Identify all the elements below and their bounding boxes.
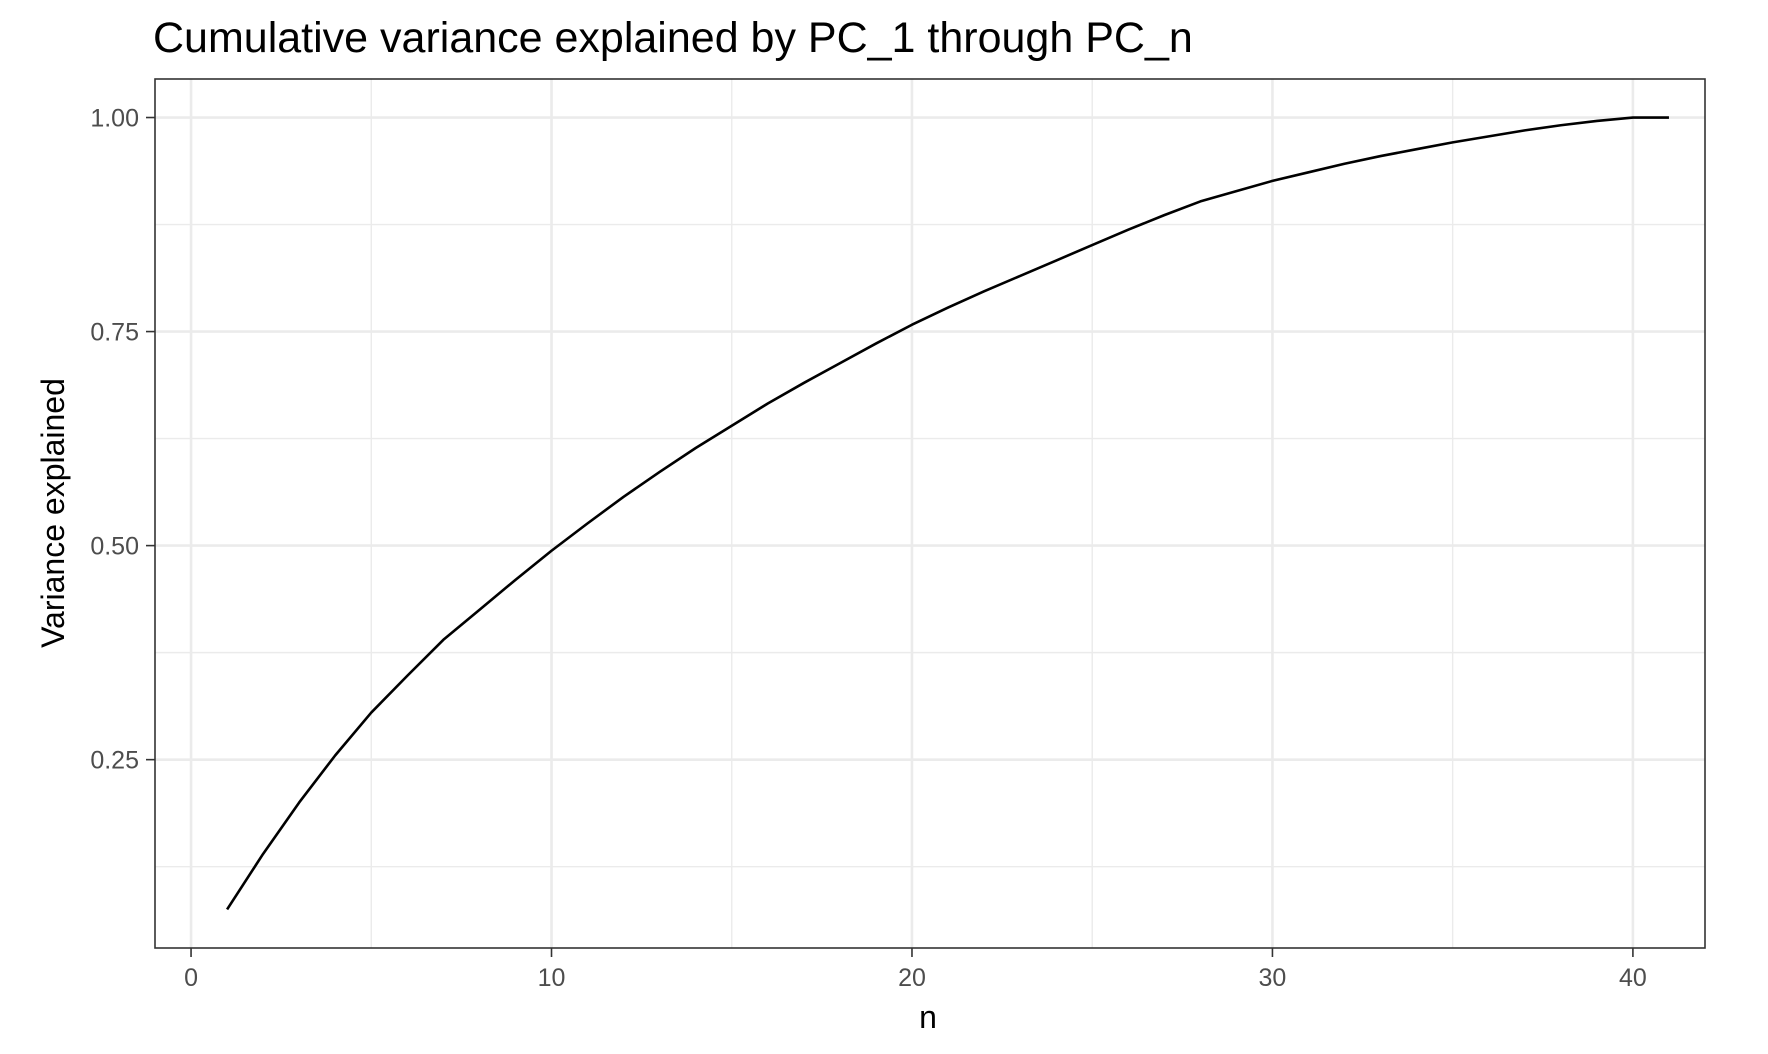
major-gridlines	[155, 79, 1705, 948]
y-axis-title: Variance explained	[35, 378, 71, 648]
y-tick-label: 0.75	[90, 319, 139, 347]
minor-gridlines	[155, 79, 1705, 948]
x-tick-label: 0	[184, 964, 198, 992]
y-tick-label: 0.25	[90, 747, 139, 775]
x-axis: 0 10 20 30 40	[184, 948, 1647, 992]
x-tick-label: 40	[1619, 964, 1647, 992]
plot-panel	[155, 79, 1705, 948]
x-axis-title: n	[919, 999, 937, 1035]
y-tick-label: 1.00	[90, 105, 139, 133]
series-line	[225, 116, 1669, 911]
y-axis: 0.25 0.50 0.75 1.00	[90, 105, 155, 775]
series-layer	[225, 116, 1669, 911]
chart-title: Cumulative variance explained by PC_1 th…	[153, 14, 1193, 62]
x-tick-label: 10	[538, 964, 566, 992]
x-tick-label: 20	[898, 964, 926, 992]
x-tick-label: 30	[1259, 964, 1287, 992]
y-tick-label: 0.50	[90, 533, 139, 561]
panel-border	[154, 78, 1706, 949]
